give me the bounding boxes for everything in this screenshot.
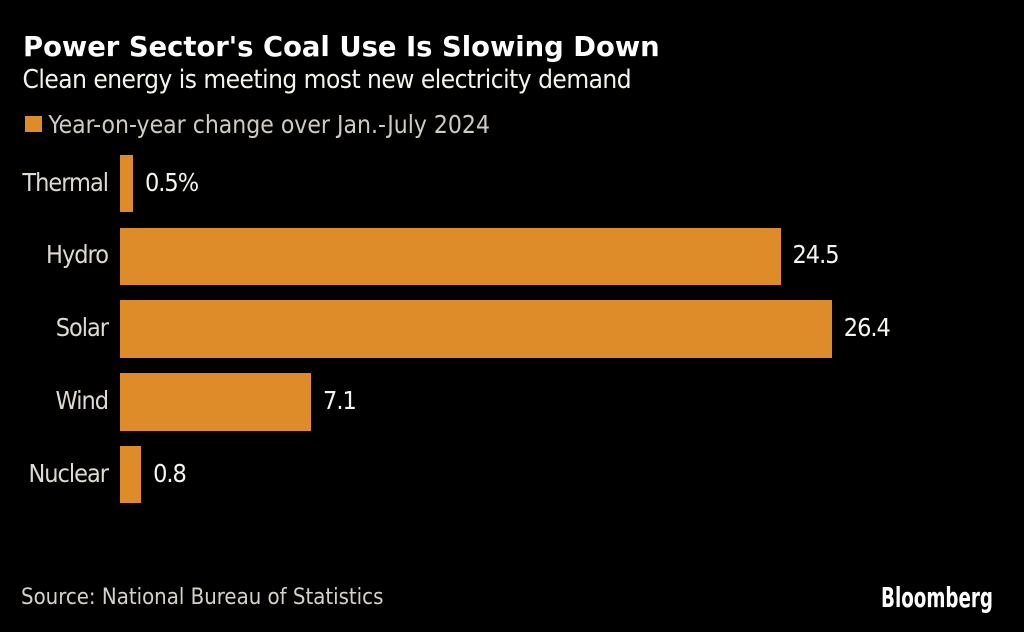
value-label-hydro: 24.5 [792, 240, 840, 270]
svg-text:Bloomberg: Bloomberg [881, 583, 993, 613]
category-label-wind: Wind [55, 385, 109, 415]
bar-row-thermal: Thermal 0.5% [0, 154, 1024, 213]
chart-subtitle: Clean energy is meeting most new electri… [22, 64, 632, 95]
category-label-thermal: Thermal [22, 167, 109, 197]
legend-label: Year-on-year change over Jan.-July 2024 [48, 110, 490, 140]
legend-swatch-icon [25, 115, 42, 133]
bar-nuclear [119, 445, 142, 504]
bloomberg-logo: Bloomberg [880, 581, 996, 616]
legend: Year-on-year change over Jan.-July 2024 [25, 113, 490, 137]
category-label-nuclear: Nuclear [28, 458, 109, 488]
bar-row-wind: Wind 7.1 [0, 372, 1024, 431]
bar-hydro [119, 227, 781, 286]
bar-thermal [119, 154, 133, 213]
category-label-hydro: Hydro [46, 240, 109, 270]
value-label-wind: 7.1 [323, 385, 357, 415]
bar-row-solar: Solar 26.4 [0, 300, 1024, 358]
value-label-solar: 26.4 [843, 313, 891, 343]
category-label-solar: Solar [55, 313, 109, 343]
bar-wind [119, 372, 312, 431]
value-label-nuclear: 0.8 [153, 458, 187, 488]
bar-solar [119, 300, 832, 358]
bar-row-hydro: Hydro 24.5 [0, 227, 1024, 286]
source-note: Source: National Bureau of Statistics [21, 585, 384, 610]
value-label-thermal: 0.5% [144, 167, 199, 197]
bar-row-nuclear: Nuclear 0.8 [0, 445, 1024, 504]
chart-title: Power Sector's Coal Use Is Slowing Down [23, 31, 660, 63]
